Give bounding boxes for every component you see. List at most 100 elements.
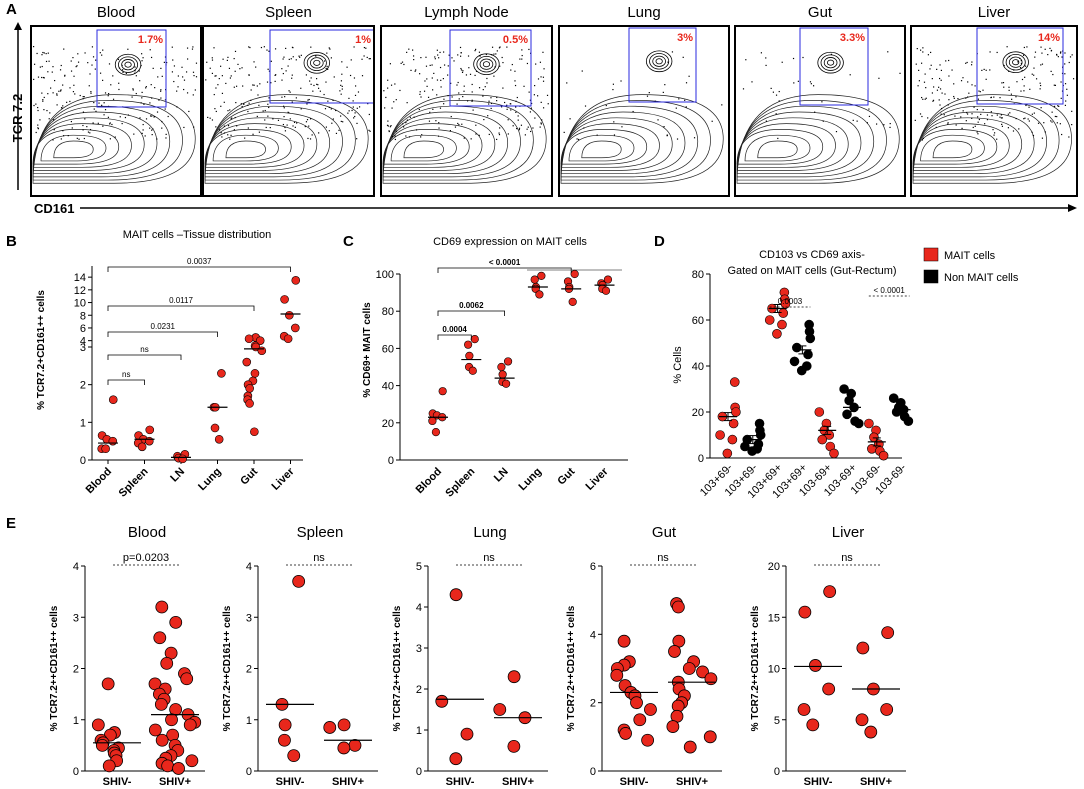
y-tick-label: 2 (73, 664, 79, 676)
flow-event-dot (666, 134, 668, 136)
mait-population-contour (652, 55, 666, 67)
flow-event-dot (340, 84, 342, 86)
flow-event-dot (218, 77, 220, 80)
flow-event-dot (518, 129, 520, 131)
mait-gate-box (96, 29, 167, 108)
flow-event-dot (443, 98, 445, 100)
flow-event-dot (991, 115, 993, 117)
flow-event-dot (35, 103, 37, 105)
flow-event-dot (663, 126, 665, 128)
flow-event-dot (361, 75, 364, 77)
x-tick-label: Gut (555, 465, 577, 487)
flow-event-dot (326, 65, 328, 68)
flow-event-dot (460, 69, 463, 71)
flow-event-dot (366, 56, 368, 59)
flow-event-dot (981, 69, 983, 72)
flow-event-dot (1059, 52, 1062, 54)
panel-e-charts: Blood % TCR7.2++CD161++ cells 0 1 2 3 4 SHIV- SH… (49, 524, 906, 788)
flow-event-dot (282, 72, 284, 75)
comparison-label: 0.0117 (169, 296, 193, 305)
flow-event-dot (527, 126, 529, 128)
flow-event-dot (948, 99, 950, 101)
flow-event-dot (501, 56, 503, 59)
flow-event-dot (41, 54, 43, 56)
flow-event-dot (814, 111, 816, 113)
flow-event-dot (37, 124, 39, 126)
flow-event-dots (383, 46, 549, 141)
flow-event-dot (922, 98, 924, 100)
flow-event-dot (927, 117, 929, 119)
data-point (842, 409, 852, 420)
flow-event-dot (453, 60, 455, 62)
x-tick-label: Lung (196, 466, 223, 493)
y-tick-label: 80 (692, 269, 704, 281)
flow-event-dot (1064, 73, 1066, 75)
flow-event-dot (139, 117, 141, 119)
flow-event-dot (358, 106, 361, 108)
y-tick-label: 3 (80, 342, 86, 354)
flow-event-dot (939, 64, 941, 66)
flow-contour-line (382, 117, 496, 171)
flow-event-dot (234, 50, 237, 53)
flow-event-dot (521, 49, 523, 51)
flow-event-dot (1060, 51, 1062, 53)
flow-event-dot (972, 126, 974, 129)
panel-a-x-arrowhead (1068, 204, 1077, 212)
y-axis-label: % TCR7.2++CD161++ cells (222, 605, 233, 731)
flow-event-dot (534, 117, 536, 119)
flow-event-dot (176, 90, 178, 92)
flow-event-dot (252, 133, 254, 135)
flow-event-dot (281, 96, 283, 98)
flow-contour-line (32, 105, 171, 178)
flow-event-dot (394, 83, 396, 85)
flow-event-dot (925, 97, 927, 99)
flow-event-dot (488, 133, 490, 136)
flow-event-dot (233, 57, 235, 60)
flow-event-dot (1051, 121, 1053, 123)
flow-event-dot (569, 118, 571, 120)
flow-event-dot (993, 132, 996, 134)
y-tick-label: 2 (80, 380, 86, 392)
flow-event-dot (1008, 86, 1010, 88)
flow-event-dot (488, 103, 490, 105)
flow-event-dot (89, 132, 91, 134)
flow-event-dot (37, 106, 39, 109)
x-tick-label: LN (168, 466, 187, 485)
data-point (245, 399, 254, 408)
flow-event-dot (966, 113, 969, 115)
flow-event-dot (529, 111, 532, 113)
flow-event-dot (535, 63, 537, 65)
flow-event-dot (682, 56, 684, 58)
flow-event-dot (351, 109, 353, 112)
mait-population-contour (306, 54, 327, 72)
flow-event-dot (294, 126, 296, 128)
flow-event-dot (866, 122, 868, 124)
flow-contour-line (912, 123, 1010, 168)
flow-event-dot (765, 120, 767, 122)
flow-event-dot (979, 91, 981, 93)
flow-event-dot (268, 106, 270, 109)
flow-event-dot (98, 102, 100, 104)
data-point (668, 645, 681, 658)
x-tick-label: Spleen (117, 465, 151, 499)
data-point (285, 310, 294, 320)
mait-population-contour (473, 53, 500, 75)
flow-event-dot (186, 92, 189, 94)
flow-event-dot (391, 107, 393, 109)
y-tick-label: 0 (388, 455, 394, 467)
flow-event-dot (356, 138, 358, 140)
flow-event-dot (965, 62, 967, 64)
flow-event-dot (332, 118, 334, 120)
flow-event-dot (118, 82, 120, 84)
flow-event-dot (72, 91, 75, 93)
flow-event-dot (462, 70, 464, 72)
flow-event-dot (215, 110, 217, 113)
flow-event-dot (451, 96, 453, 98)
flow-event-dot (127, 114, 130, 116)
flow-event-dot (499, 127, 501, 129)
flow-event-dot (977, 116, 979, 118)
flow-event-dot (935, 126, 937, 129)
flow-event-dot (463, 137, 465, 139)
flow-event-dot (632, 110, 634, 113)
flow-event-dot (678, 98, 680, 100)
